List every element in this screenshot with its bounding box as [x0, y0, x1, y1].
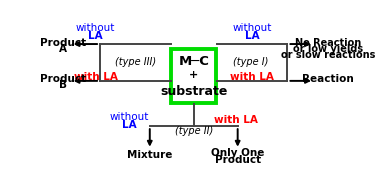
Text: with LA: with LA: [74, 72, 118, 82]
Text: with LA: with LA: [230, 72, 274, 82]
Text: No Reaction: No Reaction: [295, 38, 361, 48]
Text: LA: LA: [245, 31, 260, 41]
Text: substrate: substrate: [160, 85, 228, 98]
Text: (type II): (type II): [175, 126, 213, 136]
Text: Mixture: Mixture: [127, 150, 172, 160]
Text: without: without: [110, 112, 149, 122]
Text: B: B: [59, 80, 67, 90]
Text: A: A: [59, 44, 67, 54]
Text: without: without: [232, 23, 272, 33]
Text: with LA: with LA: [214, 115, 258, 125]
Text: Product: Product: [40, 38, 87, 48]
Text: (type I): (type I): [233, 57, 268, 68]
Text: M─C: M─C: [178, 55, 209, 68]
Text: or slow reactions: or slow reactions: [281, 50, 375, 60]
Text: Reaction: Reaction: [302, 75, 354, 84]
Text: Only One: Only One: [211, 148, 264, 158]
Text: Product: Product: [40, 74, 87, 84]
Text: LA: LA: [122, 120, 136, 130]
Text: (type III): (type III): [115, 57, 156, 68]
Text: LA: LA: [88, 31, 103, 41]
Text: +: +: [189, 70, 198, 79]
Text: Product: Product: [215, 155, 261, 165]
Text: or low yields: or low yields: [293, 44, 363, 54]
Text: without: without: [76, 23, 115, 33]
FancyBboxPatch shape: [171, 49, 217, 103]
